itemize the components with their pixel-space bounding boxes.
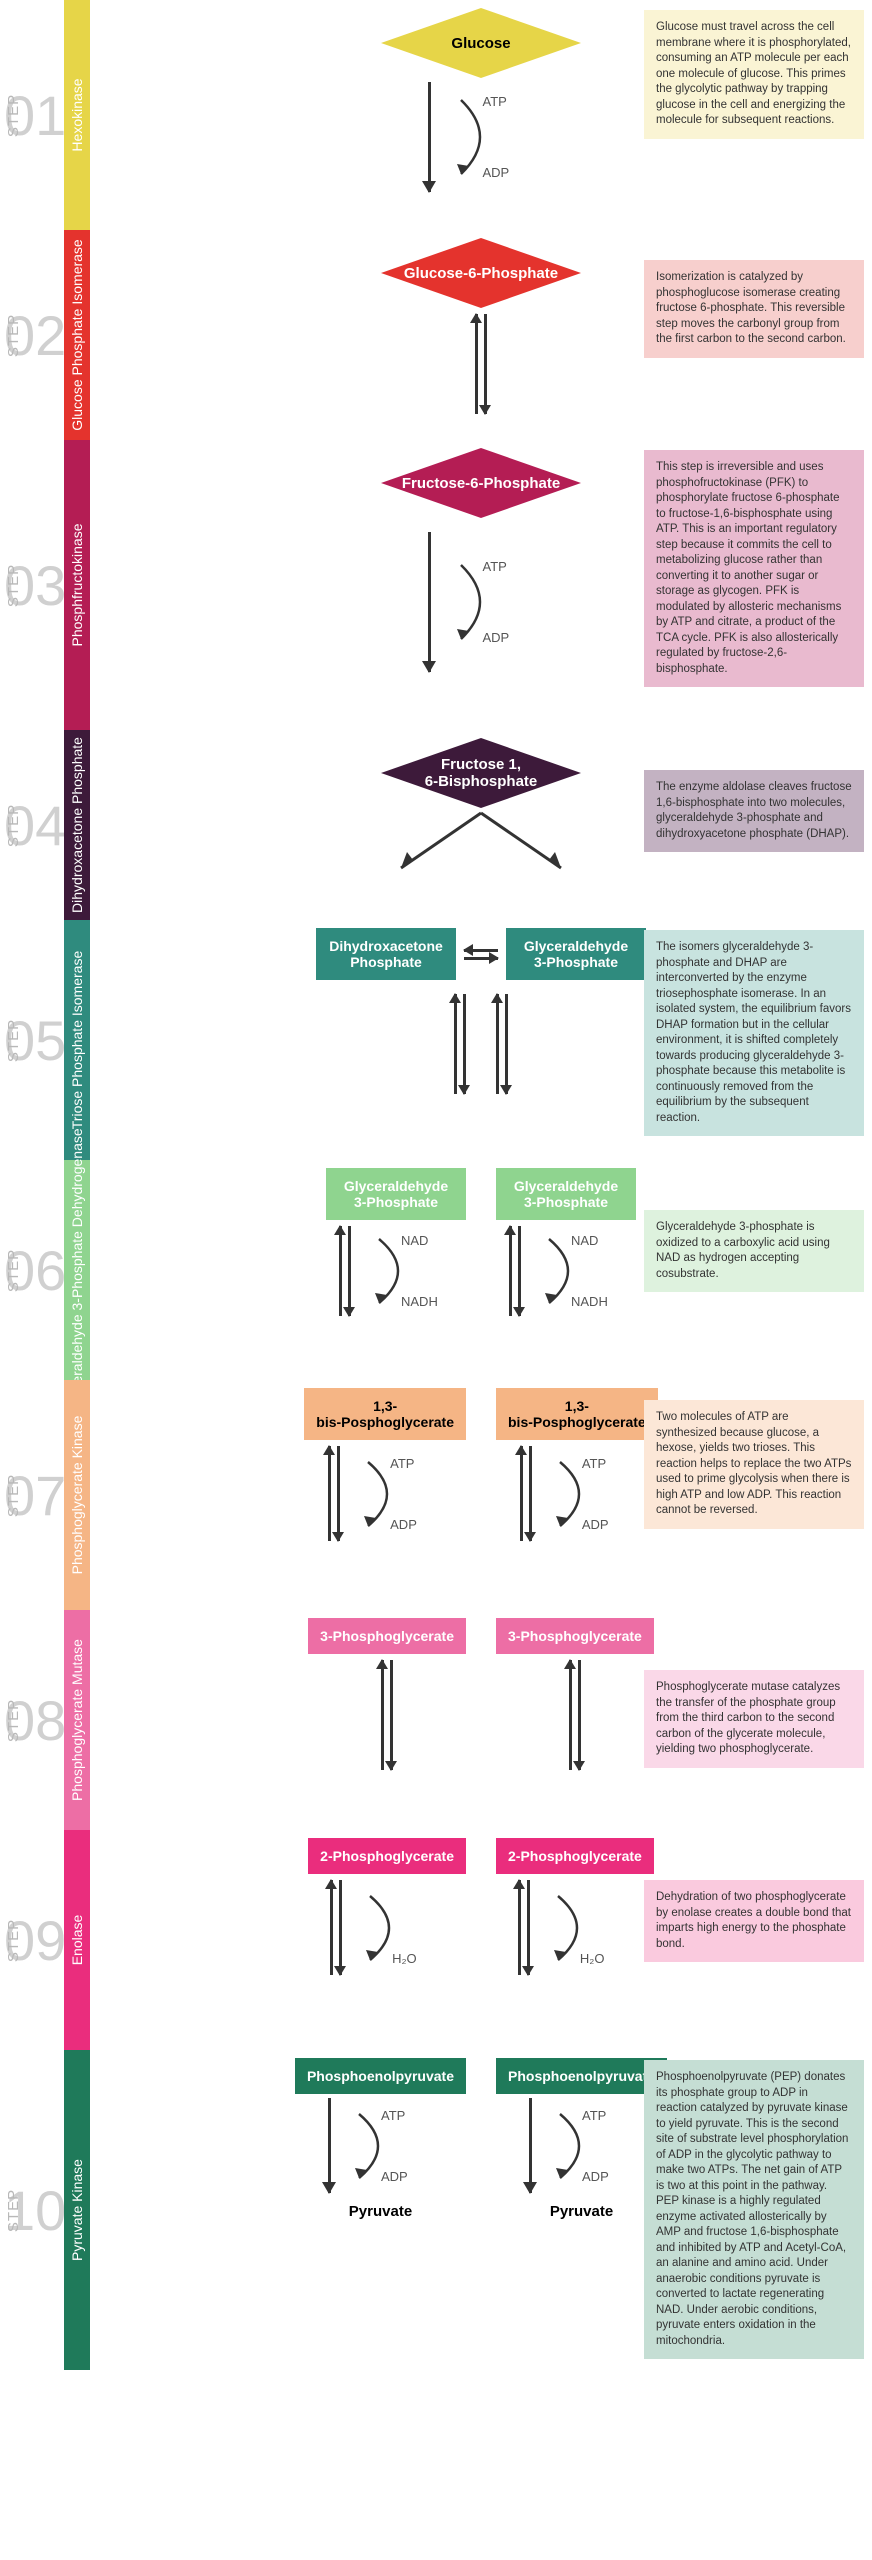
metabolite-box: Glyceraldehyde 3-Phosphate <box>496 1168 636 1220</box>
step-label: 04 STEP Dihydroxacetone Phosphate <box>0 730 90 920</box>
split-arrows <box>351 808 611 878</box>
pyruvate-label: Pyruvate <box>550 2203 613 2220</box>
step-label: 05 STEP Triose Phosphate Isomerase <box>0 920 90 1160</box>
step-label: 07 STEP Phosphoglycerate Kinase <box>0 1380 90 1610</box>
step-description: Two molecules of ATP are synthesized bec… <box>644 1400 864 1529</box>
metabolite-diamond: Glucose-6-Phosphate <box>381 238 581 308</box>
step-word: STEP <box>5 93 22 136</box>
step-description: The isomers glyceraldehyde 3-phosphate a… <box>644 930 864 1136</box>
metabolite-box: Glyceraldehyde 3-Phosphate <box>506 928 646 980</box>
metabolite-diamond: Fructose 1,6-Bisphosphate <box>381 738 581 808</box>
reaction-curve: ATP ADP <box>534 2106 634 2186</box>
reaction-curve: ATP ADP <box>333 2106 433 2186</box>
step-label: 06 STEP Glyceraldehyde 3-Phosphate Dehyd… <box>0 1160 90 1380</box>
step-description: The enzyme aldolase cleaves fructose 1,6… <box>644 770 864 852</box>
enzyme-name: Enolase <box>69 1915 85 1966</box>
metabolite-box: Glyceraldehyde 3-Phosphate <box>326 1168 466 1220</box>
step-word: STEP <box>5 2188 22 2231</box>
horizontal-bidirectional <box>464 949 498 960</box>
enzyme-name: Glyceraldehyde 3-Phosphate Dehydrogenase <box>69 1128 85 1411</box>
step-description: Phosphoglycerate mutase catalyzes the tr… <box>644 1670 864 1768</box>
reaction-curve: H₂O <box>532 1888 632 1968</box>
step-word: STEP <box>5 313 22 356</box>
bidirectional-arrow <box>454 994 466 1094</box>
bidirectional-arrow <box>339 1226 351 1316</box>
metabolite-box: 1,3-bis-Posphoglycerate <box>496 1388 658 1440</box>
reaction-curve: NAD NADH <box>353 1231 453 1311</box>
bidirectional-arrow <box>509 1226 521 1316</box>
enzyme-name: Hexokinase <box>69 78 85 151</box>
step-description: Phosphoenolpyruvate (PEP) donates its ph… <box>644 2060 864 2359</box>
step-label: 03 STEP Phosphfructokinase <box>0 440 90 730</box>
step-word: STEP <box>5 1698 22 1741</box>
reaction-curve: ATP ADP <box>342 1454 442 1534</box>
metabolite-box: 3-Phosphoglycerate <box>496 1618 654 1654</box>
step-word: STEP <box>5 1248 22 1291</box>
metabolite-diamond: Fructose-6-Phosphate <box>381 448 581 518</box>
enzyme-name: Phosphfructokinase <box>69 524 85 647</box>
metabolite-box: 2-Phosphoglycerate <box>496 1838 654 1874</box>
bidirectional-arrow <box>328 1446 340 1541</box>
arrow-down <box>328 2098 331 2193</box>
step-label: 10 STEP Pyruvate Kinase <box>0 2050 90 2370</box>
step-description: This step is irreversible and uses phosp… <box>644 450 864 687</box>
step-word: STEP <box>5 1018 22 1061</box>
arrow-down <box>428 82 431 192</box>
enzyme-name: Phosphoglycerate Mutase <box>69 1639 85 1801</box>
reaction-curve: NAD NADH <box>523 1231 623 1311</box>
enzyme-name: Phosphoglycerate Kinase <box>69 1416 85 1575</box>
bidirectional-arrow <box>520 1446 532 1541</box>
metabolite-box: 3-Phosphoglycerate <box>308 1618 466 1654</box>
step-word: STEP <box>5 1918 22 1961</box>
bidirectional-arrow <box>381 1660 393 1770</box>
reaction-curve: ATP ADP <box>435 92 535 182</box>
metabolite-box: 2-Phosphoglycerate <box>308 1838 466 1874</box>
arrow-down <box>529 2098 532 2193</box>
step-word: STEP <box>5 563 22 606</box>
enzyme-name: Glucose Phosphate Isomerase <box>69 239 85 430</box>
metabolite-box: Dihydroxacetone Phosphate <box>316 928 456 980</box>
metabolite-box: Phosphoenolpyruvate <box>295 2058 466 2094</box>
enzyme-name: Triose Phosphate Isomerase <box>69 951 85 1129</box>
step-description: Dehydration of two phosphoglycerate by e… <box>644 1880 864 1962</box>
bidirectional-arrow <box>496 994 508 1094</box>
enzyme-name: Dihydroxacetone Phosphate <box>69 737 85 913</box>
bidirectional-arrow <box>475 314 487 414</box>
metabolite-box: Phosphoenolpyruvate <box>496 2058 667 2094</box>
step-word: STEP <box>5 1473 22 1516</box>
reaction-curve: H₂O <box>344 1888 444 1968</box>
step-label: 01 STEP Hexokinase <box>0 0 90 230</box>
metabolite-diamond: Glucose <box>381 8 581 78</box>
bidirectional-arrow <box>330 1880 342 1975</box>
step-description: Glyceraldehyde 3-phosphate is oxidized t… <box>644 1210 864 1292</box>
step-label: 02 STEP Glucose Phosphate Isomerase <box>0 230 90 440</box>
arrow-down <box>428 532 431 672</box>
pyruvate-label: Pyruvate <box>349 2203 412 2220</box>
metabolite-box: 1,3-bis-Posphoglycerate <box>304 1388 466 1440</box>
step-description: Glucose must travel across the cell memb… <box>644 10 864 139</box>
step-word: STEP <box>5 803 22 846</box>
step-label: 08 STEP Phosphoglycerate Mutase <box>0 1610 90 1830</box>
enzyme-name: Pyruvate Kinase <box>69 2159 85 2261</box>
step-label: 09 STEP Enolase <box>0 1830 90 2050</box>
bidirectional-arrow <box>518 1880 530 1975</box>
step-description: Isomerization is catalyzed by phosphoglu… <box>644 260 864 358</box>
reaction-curve: ATP ADP <box>435 557 535 647</box>
reaction-curve: ATP ADP <box>534 1454 634 1534</box>
bidirectional-arrow <box>569 1660 581 1770</box>
